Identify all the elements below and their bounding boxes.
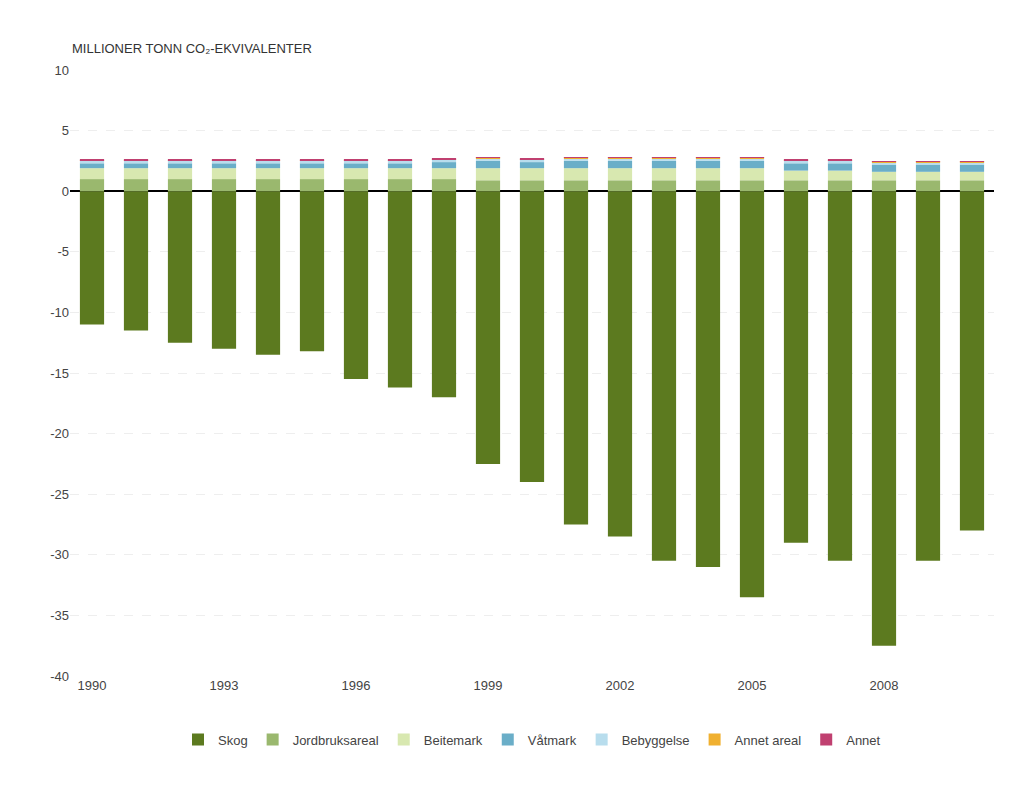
svg-text:-40: -40 — [50, 669, 69, 684]
svg-text:-5: -5 — [57, 244, 69, 259]
svg-text:Beitemark: Beitemark — [424, 733, 483, 748]
svg-text:1990: 1990 — [78, 678, 107, 693]
svg-text:Våtmark: Våtmark — [528, 733, 577, 748]
svg-text:2002: 2002 — [606, 678, 635, 693]
svg-text:0: 0 — [62, 184, 69, 199]
svg-text:1996: 1996 — [342, 678, 371, 693]
svg-text:2008: 2008 — [870, 678, 899, 693]
svg-text:10: 10 — [55, 63, 69, 78]
svg-text:-10: -10 — [50, 305, 69, 320]
svg-text:2005: 2005 — [738, 678, 767, 693]
svg-text:-15: -15 — [50, 366, 69, 381]
svg-text:Skog: Skog — [218, 733, 248, 748]
svg-text:-35: -35 — [50, 608, 69, 623]
svg-text:MILLIONER TONN CO₂-EKVIVALENTE: MILLIONER TONN CO₂-EKVIVALENTER — [72, 41, 312, 56]
svg-text:Annet areal: Annet areal — [735, 733, 802, 748]
svg-text:5: 5 — [62, 123, 69, 138]
svg-text:Jordbruksareal: Jordbruksareal — [293, 733, 379, 748]
svg-text:-30: -30 — [50, 547, 69, 562]
svg-text:-20: -20 — [50, 426, 69, 441]
svg-text:Annet: Annet — [846, 733, 880, 748]
svg-text:1993: 1993 — [210, 678, 239, 693]
svg-text:1999: 1999 — [474, 678, 503, 693]
svg-text:Bebyggelse: Bebyggelse — [622, 733, 690, 748]
svg-text:-25: -25 — [50, 487, 69, 502]
